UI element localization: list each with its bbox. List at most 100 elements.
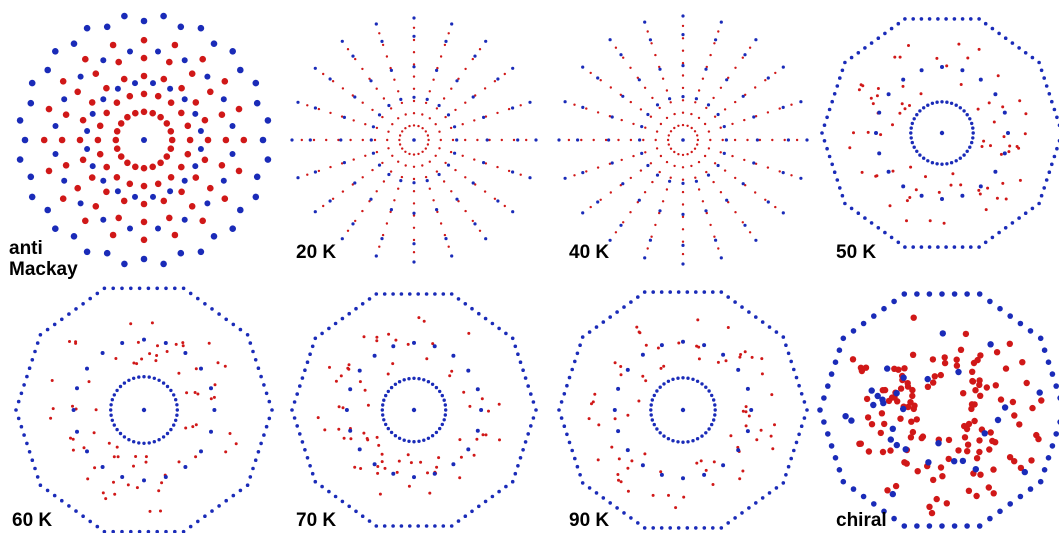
atom-dot [408, 292, 412, 296]
atom-dot [223, 364, 227, 368]
atom-dot [296, 176, 300, 180]
atom-dot [174, 342, 178, 346]
atom-dot [442, 398, 446, 402]
atom-dot [949, 183, 953, 187]
atom-dot [860, 493, 867, 500]
atom-dot [1037, 201, 1041, 206]
atom-dot [434, 154, 437, 157]
atom-dot [52, 225, 59, 232]
atom-dot [424, 175, 428, 179]
atom-dot [412, 211, 416, 215]
atom-dot [169, 427, 173, 432]
atom-dot [384, 422, 388, 427]
atom-dot [585, 170, 588, 173]
atom-dot [83, 24, 91, 32]
atom-dot [614, 231, 618, 234]
atom-dot [965, 113, 969, 117]
atom-dot [1036, 389, 1043, 396]
atom-dot [655, 173, 660, 177]
atom-dot [173, 286, 177, 291]
atom-dot [295, 392, 300, 396]
atom-dot [1052, 107, 1057, 112]
atom-dot [240, 136, 248, 144]
atom-dot [109, 231, 117, 239]
atom-dot [339, 138, 343, 142]
atom-dot [129, 322, 133, 326]
atom-dot [112, 423, 117, 427]
atom-dot [949, 101, 954, 106]
atom-dot [455, 79, 459, 83]
atom-dot [94, 408, 98, 412]
atom-dot [581, 211, 585, 215]
atom-dot [754, 315, 758, 319]
atom-dot [881, 305, 887, 312]
atom-dot [953, 362, 961, 369]
atom-dot [375, 150, 379, 154]
atom-dot [651, 96, 654, 100]
panel-20k [290, 16, 538, 264]
atom-dot [473, 119, 476, 122]
atom-dot [157, 489, 161, 493]
label-20k: 20 K [296, 242, 337, 263]
atom-dot [483, 190, 487, 193]
atom-dot [643, 256, 647, 260]
atom-dot [349, 138, 352, 142]
atom-dot [655, 427, 659, 431]
atom-dot [132, 163, 139, 171]
atom-dot [868, 387, 875, 394]
atom-dot [262, 383, 266, 387]
atom-dot [681, 14, 685, 18]
atom-dot [437, 456, 441, 460]
atom-dot [646, 163, 650, 168]
atom-dot [889, 235, 894, 240]
atom-dot [649, 162, 653, 165]
atom-dot [1041, 347, 1048, 354]
atom-dot [163, 475, 168, 479]
atom-dot [436, 210, 439, 214]
atom-dot [397, 436, 402, 440]
atom-dot [681, 339, 685, 344]
atom-dot [713, 115, 717, 118]
atom-dot [115, 388, 119, 393]
atom-dot [960, 245, 965, 249]
atom-dot [626, 413, 630, 417]
atom-dot [166, 214, 173, 222]
atom-dot [918, 434, 925, 442]
atom-dot [354, 509, 358, 514]
atom-dot [999, 152, 1003, 156]
atom-dot [218, 162, 226, 169]
atom-dot [977, 352, 984, 359]
atom-dot [976, 291, 983, 297]
atom-dot [733, 300, 737, 304]
atom-dot [822, 123, 827, 127]
atom-dot [878, 410, 886, 417]
atom-dot [406, 342, 410, 346]
atom-dot [146, 286, 151, 291]
atom-dot [444, 161, 447, 165]
atom-dot [471, 181, 475, 185]
atom-dot [790, 174, 793, 177]
atom-dot [905, 219, 908, 223]
atom-dot [497, 402, 501, 406]
atom-dot [764, 198, 767, 201]
atom-dot [112, 393, 117, 397]
atom-dot [755, 438, 759, 442]
atom-dot [681, 376, 685, 380]
atom-dot [300, 440, 305, 444]
atom-dot [585, 107, 588, 110]
atom-dot [74, 88, 81, 96]
atom-dot [825, 431, 831, 437]
atom-dot [177, 249, 185, 257]
atom-dot [224, 450, 228, 454]
atom-dot [1055, 115, 1059, 120]
atom-dot [160, 197, 168, 205]
atom-dot [367, 519, 372, 523]
atom-dot [394, 338, 398, 342]
atom-dot [141, 407, 147, 413]
atom-dot [695, 344, 699, 348]
atom-dot [399, 292, 404, 296]
atom-dot [992, 439, 999, 446]
atom-dot [894, 398, 901, 405]
atom-dot [511, 210, 515, 214]
atom-dot [1006, 340, 1013, 347]
